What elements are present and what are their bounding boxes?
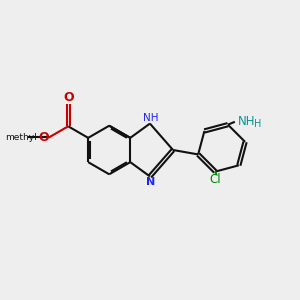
Text: O: O (38, 131, 49, 144)
Text: methyl: methyl (5, 133, 37, 142)
Text: H: H (254, 118, 262, 128)
Text: O: O (63, 91, 74, 104)
Text: N: N (146, 177, 156, 187)
Text: NH: NH (143, 113, 159, 123)
Text: Cl: Cl (209, 172, 221, 186)
Text: NH: NH (238, 115, 255, 128)
